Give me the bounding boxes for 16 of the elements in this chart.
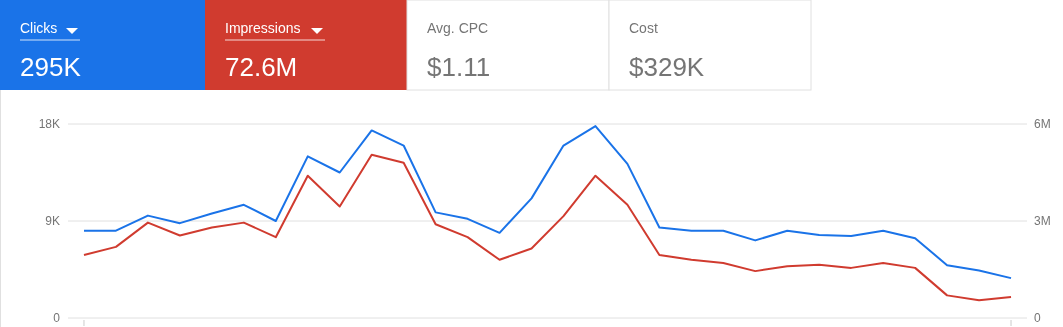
text: Avg. CPC xyxy=(427,20,489,36)
text: $1.11 xyxy=(427,52,491,82)
y-tick-label: 9K xyxy=(45,214,60,229)
text: 295K xyxy=(20,52,82,82)
text: Impressions xyxy=(225,20,301,36)
y2-tick-label: 3M xyxy=(1034,214,1051,229)
y-tick-label: 0 xyxy=(53,311,61,326)
text: Cost xyxy=(629,20,658,36)
line-series xyxy=(82,153,1013,302)
y-tick-label: 18K xyxy=(38,117,60,132)
text: $329K xyxy=(629,52,705,82)
text: 72.6M xyxy=(225,52,298,82)
line-series xyxy=(82,125,1013,280)
y2-tick-label: 6M xyxy=(1034,117,1051,132)
text: Clicks xyxy=(20,20,58,36)
y2-tick-label: 0 xyxy=(1034,311,1041,326)
